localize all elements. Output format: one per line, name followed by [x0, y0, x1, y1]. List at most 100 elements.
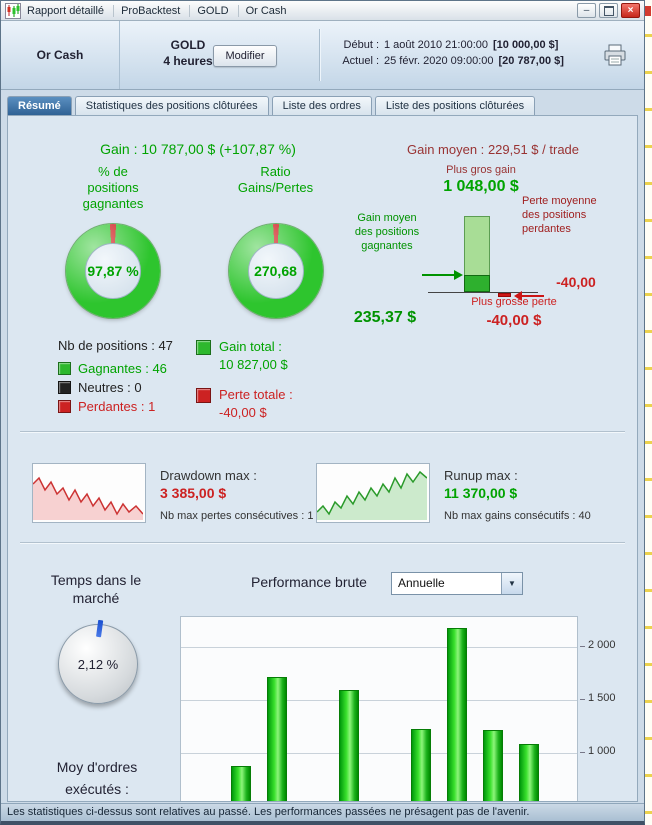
divider — [20, 542, 625, 544]
tab-liste-ordres[interactable]: Liste des ordres — [271, 96, 372, 116]
biggest-loss-value: -40,00 $ — [486, 312, 542, 329]
winners-donut: 97,87 % — [66, 224, 160, 318]
titlebar[interactable]: Rapport détaillé ProBacktest GOLD Or Cas… — [1, 1, 644, 21]
candlestick-app-icon — [5, 2, 21, 19]
avg-gain-line: Gain moyen : 229,51 $ / trade — [363, 142, 623, 157]
legend-label-gagnantes: Gagnantes : 46 — [78, 361, 167, 376]
performance-bar — [267, 676, 287, 801]
gain-loss-minichart — [420, 214, 560, 324]
performance-bar — [447, 627, 467, 801]
total-gain-line: Gain : 10 787,00 $ (+107,87 %) — [48, 141, 348, 157]
ratio-donut-title: Ratio Gains/Pertes — [237, 164, 314, 195]
total-loss-swatch — [196, 388, 211, 403]
tab-statistiques[interactable]: Statistiques des positions clôturées — [74, 96, 269, 116]
divider — [20, 431, 625, 433]
backtest-dates: Début : 1 août 2010 21:00:00 [10 000,00 … — [333, 37, 564, 69]
biggest-gain-value: 1 048,00 $ — [443, 178, 519, 195]
drawdown-label: Drawdown max : — [160, 468, 257, 483]
close-button[interactable]: × — [621, 3, 640, 18]
total-gain: Gain total : 10 827,00 $ — [219, 338, 288, 374]
chevron-down-icon[interactable]: ▼ — [501, 573, 522, 594]
background-red-fragment — [644, 6, 651, 16]
y-axis-label: 2 000 — [580, 638, 616, 651]
gridline — [181, 699, 577, 701]
total-gain-label: Gain total : — [219, 339, 282, 354]
gridline — [181, 646, 577, 648]
total-loss-row: Perte totale : -40,00 $ — [196, 386, 293, 422]
gain-value: 10 787,00 $ (+107,87 %) — [141, 141, 296, 157]
start-datetime: 1 août 2010 21:00:00 — [384, 39, 488, 51]
total-loss-value: -40,00 $ — [219, 405, 267, 420]
instrument-name: Or Cash — [1, 21, 120, 89]
tab-bar: Résumé Statistiques des positions clôtur… — [7, 95, 638, 116]
drawdown-sparkline — [32, 463, 146, 523]
status-bar: Les statistiques ci-dessus sont relative… — [1, 803, 644, 821]
winners-donut-group: % de positions gagnantes 97,87 % — [38, 164, 188, 318]
current-label: Actuel : — [342, 55, 379, 67]
header-separator — [319, 29, 320, 81]
gauge-needle-icon — [96, 619, 104, 638]
ratio-donut: 270,68 — [228, 224, 323, 318]
performance-bar — [483, 730, 503, 801]
time-in-market-title: Temps dans le marché — [50, 572, 142, 606]
tab-liste-positions[interactable]: Liste des positions clôturées — [374, 96, 536, 116]
performance-period-select[interactable]: Annuelle ▼ — [391, 572, 523, 595]
current-datetime: 25 févr. 2020 09:00:00 — [384, 55, 494, 67]
avg-winning-gain-label: Gain moyen des positions gagnantes — [354, 212, 420, 252]
close-icon: × — [627, 4, 634, 16]
maximize-button[interactable] — [599, 3, 618, 18]
maximize-icon — [603, 6, 614, 16]
legend-label-perdantes: Perdantes : 1 — [78, 399, 156, 414]
start-label: Début : — [343, 39, 379, 51]
winners-donut-title: % de positions gagnantes — [82, 164, 144, 211]
avg-gain-value: 229,51 $ / trade — [487, 142, 580, 157]
positions-block: Nb de positions : 47 Gagnantes : 46 Neut… — [58, 338, 173, 414]
time-in-market-gauge: 2,12 % — [58, 619, 138, 704]
drawdown-curve-icon — [32, 476, 144, 520]
printer-icon[interactable] — [602, 43, 628, 67]
winners-donut-value: 97,87 % — [85, 243, 141, 299]
total-loss-label: Perte totale : — [219, 387, 293, 402]
avg-orders-label: Moy d'ordres exécutés : — [56, 759, 138, 797]
minimize-button[interactable]: – — [577, 3, 596, 18]
gain-label: Gain : — [100, 141, 138, 157]
minichart-axis — [428, 292, 538, 293]
legend-swatch-black — [58, 381, 71, 394]
legend-label-neutres: Neutres : 0 — [78, 380, 142, 395]
ratio-donut-group: Ratio Gains/Pertes 270,68 — [198, 164, 353, 318]
current-capital: [20 787,00 $] — [498, 55, 564, 67]
legend-item-perdantes: Perdantes : 1 — [58, 399, 173, 414]
drawdown-value: 3 385,00 $ — [160, 485, 227, 501]
y-axis-label: 1 000 — [580, 744, 616, 757]
total-gain-swatch — [196, 340, 211, 355]
performance-period-value: Annuelle — [398, 576, 445, 590]
avg-losing-loss-value: -40,00 — [556, 274, 596, 290]
runup-curve-icon — [316, 470, 428, 520]
avg-winning-gain-value: 235,37 $ — [353, 309, 417, 326]
performance-label: Performance brute — [251, 574, 367, 590]
legend-item-gagnantes: Gagnantes : 46 — [58, 361, 173, 376]
legend-item-neutres: Neutres : 0 — [58, 380, 173, 395]
gridline — [181, 752, 577, 754]
tab-resume[interactable]: Résumé — [7, 96, 72, 116]
performance-bar — [231, 766, 251, 801]
legend-swatch-red — [58, 400, 71, 413]
avg-gain-arrow-icon — [422, 270, 463, 280]
window-title-report: Rapport détaillé — [27, 4, 105, 17]
window-title-probacktest: ProBacktest — [113, 4, 187, 17]
symbol-timeframe: GOLD 4 heures — [143, 37, 233, 69]
nb-positions: Nb de positions : 47 — [58, 338, 173, 353]
start-row: Début : 1 août 2010 21:00:00 [10 000,00 … — [333, 37, 564, 53]
total-gain-row: Gain total : 10 827,00 $ — [196, 338, 293, 374]
performance-bar — [339, 689, 359, 801]
modify-button[interactable]: Modifier — [213, 45, 277, 67]
legend-swatch-green — [58, 362, 71, 375]
total-loss: Perte totale : -40,00 $ — [219, 386, 293, 422]
performance-chart-area — [180, 616, 578, 801]
avg-gain-label: Gain moyen : — [406, 142, 485, 157]
time-in-market-value: 2,12 % — [77, 656, 119, 672]
avg-losing-loss-label: Perte moyenne des positions perdantes — [522, 195, 597, 235]
symbol-label: GOLD — [170, 38, 206, 52]
background-window-sliver — [642, 0, 652, 825]
